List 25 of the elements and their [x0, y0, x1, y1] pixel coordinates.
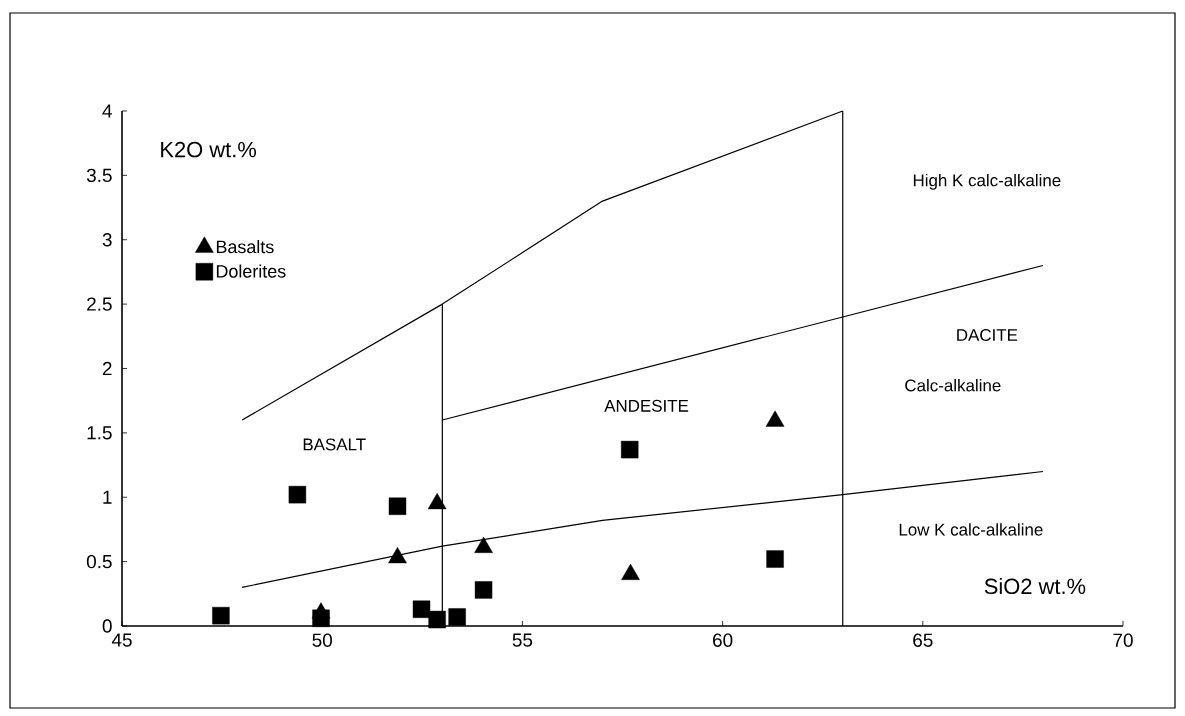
y-tick-label: 2.5 [87, 297, 112, 311]
x-axis-title: SiO2 wt.% [984, 578, 1086, 595]
y-tick-label: 3.5 [86, 168, 112, 183]
annotation: BASALT [303, 438, 366, 451]
y-tick-label: 0.5 [86, 554, 112, 569]
y-tick-label: 3 [102, 233, 112, 247]
annotation: Low K calc-alkaline [899, 523, 1043, 536]
annotation: High K calc-alkaline [913, 173, 1061, 190]
annotation: DACITE [957, 329, 1018, 342]
x-tick-label: 60 [713, 633, 733, 647]
x-tick-label: 65 [913, 633, 933, 647]
x-tick-label: 55 [512, 633, 533, 647]
legend-label: Dolerites [216, 264, 286, 278]
y-axis-title: K2O wt.% [161, 141, 257, 158]
legend-label: Basalts [216, 240, 274, 254]
x-tick-label: 70 [1113, 633, 1133, 647]
y-tick-label: 2 [102, 361, 112, 376]
annotation: ANDESITE [604, 399, 689, 412]
y-tick-label: 1.5 [87, 426, 112, 440]
x-tick-label: 50 [312, 633, 332, 647]
y-tick-label: 0 [102, 619, 112, 633]
x-tick-label: 45 [111, 633, 132, 647]
y-tick-label: 4 [102, 104, 112, 118]
annotation: Calc-alkaline [905, 379, 1001, 392]
y-tick-label: 1 [103, 490, 112, 504]
